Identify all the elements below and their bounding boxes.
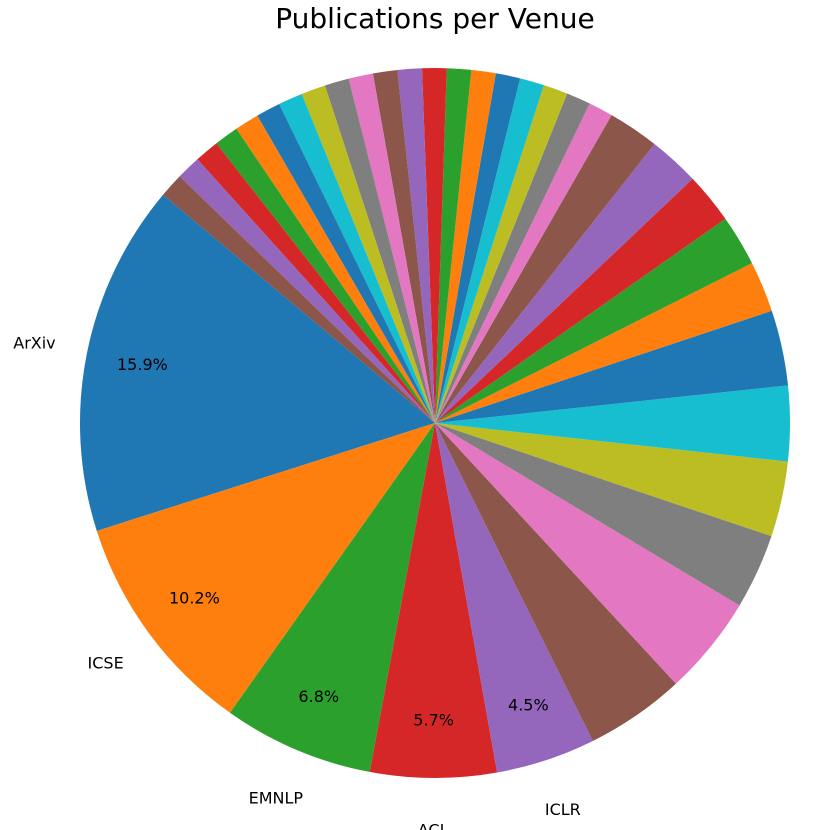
pie-slice	[96, 423, 435, 713]
pie-slice	[279, 93, 435, 423]
pie-slice	[229, 423, 435, 772]
pie-slice	[435, 103, 612, 424]
pie-slice	[435, 93, 590, 424]
value-label: 4.5%	[508, 696, 549, 715]
pie-slice	[236, 115, 435, 423]
pie-slice	[435, 423, 740, 684]
slice-label: EMNLP	[249, 788, 304, 807]
pie-slice	[435, 423, 593, 773]
pie-slice	[435, 85, 568, 424]
value-label: 5.7%	[413, 711, 454, 730]
pie-slice	[435, 68, 472, 423]
pie-slice	[301, 85, 435, 424]
pie-slice	[435, 115, 655, 423]
pie-slice	[372, 70, 435, 424]
pie-slice	[179, 159, 435, 423]
slice-label: ICSE	[88, 654, 124, 673]
pie-slice	[435, 178, 726, 423]
pie-slice	[435, 310, 788, 423]
pie-slice	[80, 194, 436, 531]
slice-label: ACL	[418, 821, 449, 830]
pie-slice	[435, 78, 544, 423]
pie-slice	[435, 143, 693, 423]
value-label: 10.2%	[169, 589, 220, 608]
pie-slice	[163, 176, 435, 423]
pie-slice	[435, 69, 496, 424]
pie-slice	[216, 128, 435, 423]
pie-slice	[435, 263, 772, 423]
pie-slice	[435, 423, 788, 537]
pie-slice	[257, 104, 435, 423]
pie-slice	[435, 385, 790, 462]
pie-slice	[348, 73, 435, 424]
value-label: 15.9%	[117, 355, 168, 374]
slice-label: ArXiv	[13, 334, 55, 353]
pie-slice	[324, 78, 435, 423]
pie-slice	[397, 68, 435, 424]
slice-label: ICLR	[545, 800, 581, 819]
pie-slice	[422, 68, 447, 423]
pie-slice	[435, 423, 676, 741]
chart-title: Publications per Venue	[275, 2, 594, 35]
pie-slice	[435, 73, 521, 423]
pie-slice	[435, 423, 772, 606]
pie-slice	[197, 143, 435, 423]
pie-slice	[435, 218, 752, 423]
pie-slice	[369, 423, 498, 778]
value-label: 6.8%	[298, 687, 339, 706]
